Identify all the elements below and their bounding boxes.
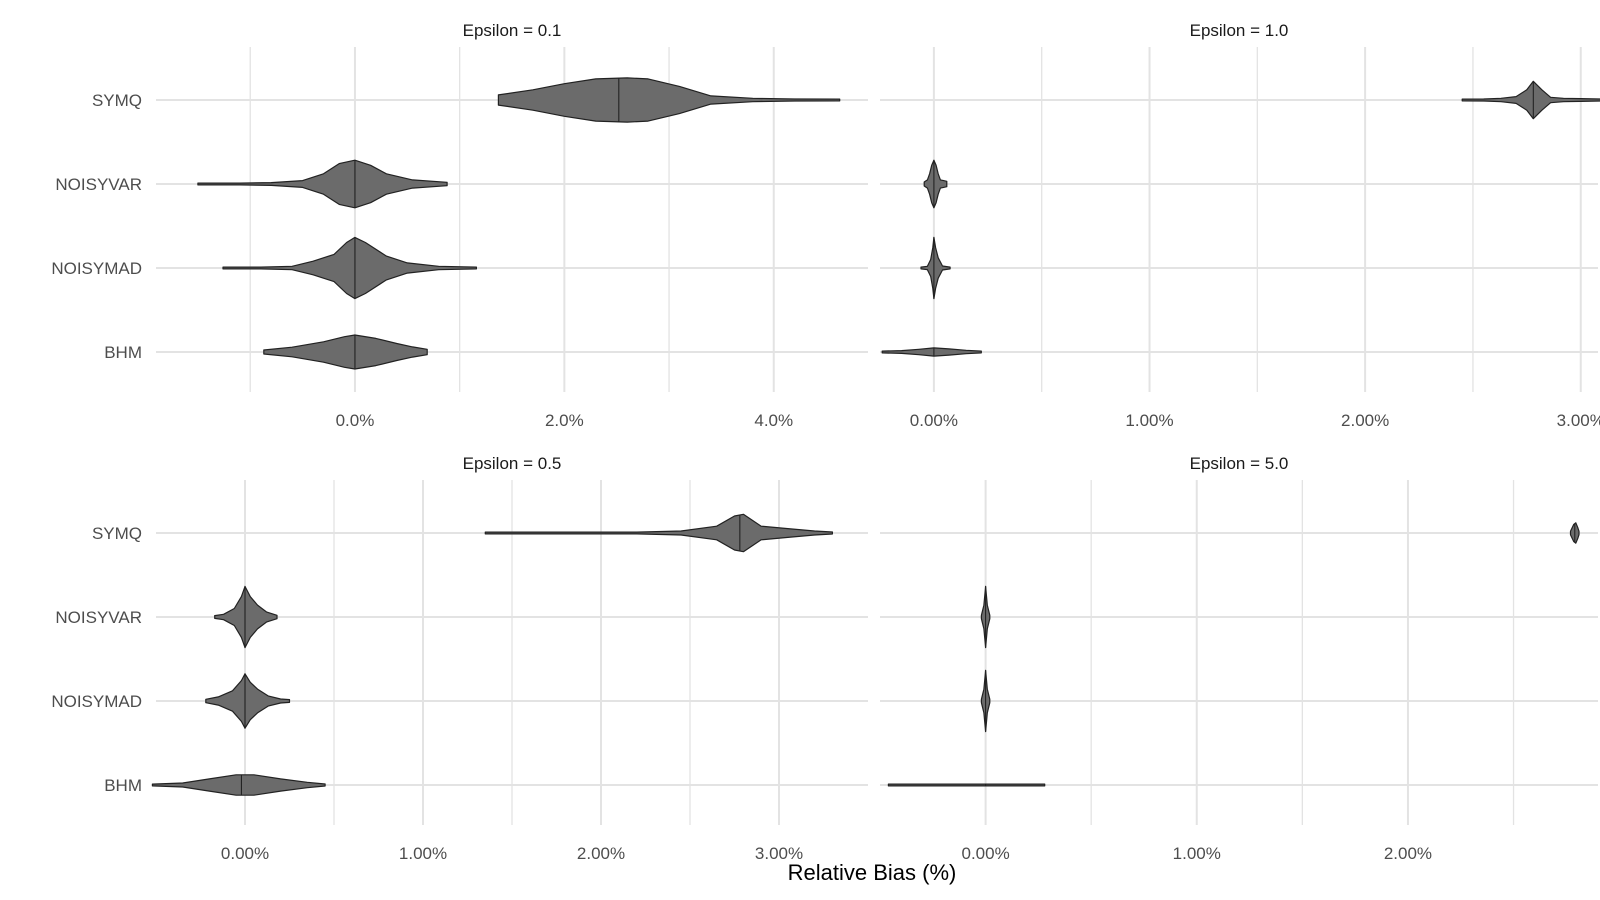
- y-tick-label: SYMQ: [92, 524, 142, 543]
- facet-title: Epsilon = 0.5: [463, 454, 562, 473]
- x-tick-label: 2.0%: [545, 411, 584, 430]
- x-tick-label: 0.0%: [336, 411, 375, 430]
- x-tick-label: 2.00%: [577, 844, 625, 863]
- x-tick-label: 1.00%: [1173, 844, 1221, 863]
- violin-bhm: [881, 347, 982, 357]
- y-tick-label: BHM: [104, 343, 142, 362]
- x-tick-label: 2.00%: [1341, 411, 1389, 430]
- x-tick-label: 1.00%: [399, 844, 447, 863]
- x-tick-label: 3.00%: [1557, 411, 1600, 430]
- facet-title: Epsilon = 0.1: [463, 21, 562, 40]
- x-axis-title: Relative Bias (%): [788, 860, 957, 885]
- x-tick-label: 4.0%: [754, 411, 793, 430]
- violin-bhm: [887, 783, 1046, 787]
- y-tick-label: NOISYVAR: [55, 608, 142, 627]
- violin-noisymad: [205, 673, 291, 729]
- facet-panel: Epsilon = 0.1 0.0% 2.0% 4.0% SYMQ NOISYVAR NOI…: [51, 21, 868, 430]
- x-tick-label: 3.00%: [755, 844, 803, 863]
- violin-noisyvar: [923, 159, 948, 209]
- facet-panel: Epsilon = 0.5 0.00% 1.00% 2.00% 3.00% SYMQ NOI…: [51, 454, 868, 863]
- x-tick-label: 0.00%: [221, 844, 269, 863]
- violin-noisyvar: [214, 585, 278, 649]
- x-tick-label: 2.00%: [1384, 844, 1432, 863]
- violin-symq: [484, 513, 833, 553]
- y-tick-label: NOISYVAR: [55, 175, 142, 194]
- violin-bhm: [151, 774, 326, 796]
- x-tick-label: 0.00%: [961, 844, 1009, 863]
- facet-panel: Epsilon = 5.0 0.00% 1.00% 2.00%: [880, 454, 1598, 863]
- y-tick-label: BHM: [104, 776, 142, 795]
- x-tick-label: 0.00%: [910, 411, 958, 430]
- facet-panel: Epsilon = 1.0 0.00% 1.00% 2.00% 3.00%: [880, 21, 1600, 430]
- facet-title: Epsilon = 5.0: [1190, 454, 1289, 473]
- y-tick-label: NOISYMAD: [51, 692, 142, 711]
- facet-title: Epsilon = 1.0: [1190, 21, 1289, 40]
- violin-noisymad: [222, 236, 477, 300]
- panels-layer: Epsilon = 0.1 0.0% 2.0% 4.0% SYMQ NOISYVAR NOI…: [51, 21, 1600, 863]
- violin-symq: [497, 77, 841, 123]
- y-tick-label: NOISYMAD: [51, 259, 142, 278]
- y-tick-label: SYMQ: [92, 91, 142, 110]
- violin-symq: [1461, 80, 1600, 120]
- violin-noisyvar: [197, 159, 448, 209]
- violin-noisymad: [920, 236, 951, 300]
- x-tick-label: 1.00%: [1125, 411, 1173, 430]
- violin-bhm: [263, 334, 428, 370]
